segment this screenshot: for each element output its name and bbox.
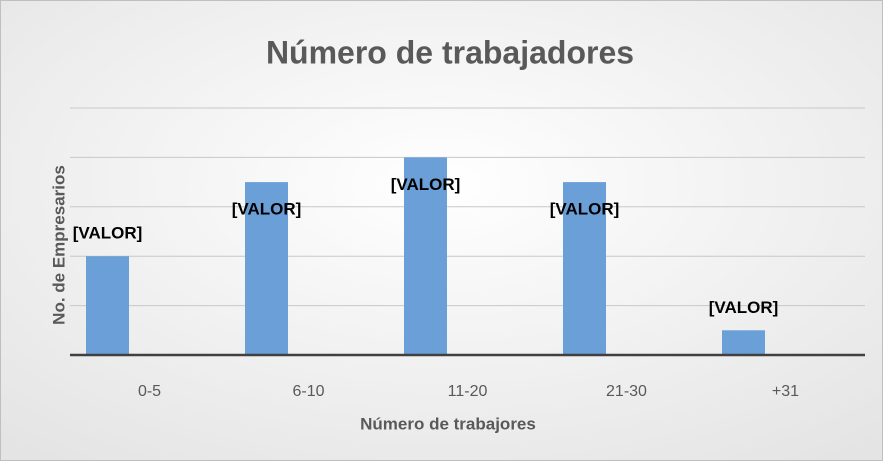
x-tick-label: 11-20: [448, 383, 488, 400]
x-tick-label: 21-30: [606, 383, 647, 400]
data-label: [VALOR]: [232, 200, 302, 219]
bar: [563, 182, 606, 355]
x-axis-title: Número de trabajores: [360, 414, 536, 433]
data-label: [VALOR]: [391, 175, 461, 194]
bar: [722, 330, 765, 355]
y-axis-title: No. de Empresarios: [49, 165, 68, 325]
bar: [404, 157, 447, 355]
x-tick-label: 6-10: [292, 383, 324, 400]
bar: [86, 256, 129, 355]
x-tick-label: +31: [772, 383, 799, 400]
data-label: [VALOR]: [73, 224, 143, 243]
data-label: [VALOR]: [709, 298, 779, 317]
x-tick-label: 0-5: [138, 383, 161, 400]
data-label: [VALOR]: [550, 200, 620, 219]
chart-title: Número de trabajadores: [266, 34, 634, 70]
bar: [245, 182, 288, 355]
